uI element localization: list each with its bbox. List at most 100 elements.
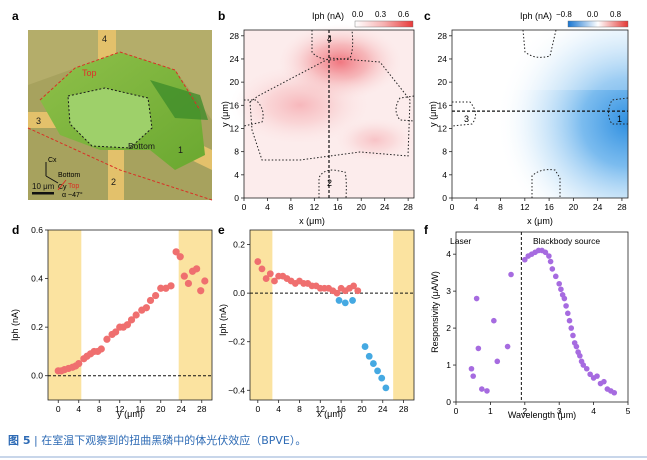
heatmap-b-ytick-label: 12 [230,123,240,133]
colorbar-c-tick-2: 0.8 [610,10,622,19]
plot-d-point [123,321,132,329]
plot-f-point [547,258,554,265]
plot-d-point [176,253,184,261]
heatmap-b-ytick-label: 24 [230,54,240,64]
plot-e-xtick-label: 8 [297,404,302,414]
plot-f-point [601,378,607,385]
plot-d: 0 4 8 12 16 20 24 28 0.0 0.2 0.4 0.6 [31,225,213,414]
plot-d-highlight-band [48,230,82,400]
plot-f-point [563,303,569,309]
plot-e-point [350,282,358,290]
flake-edge-dark [150,80,208,120]
label-axis-bottom: Bottom [58,172,80,179]
label-bottom: Bottom [128,141,155,151]
plot-e-point [341,299,349,307]
heatmap-b-ytick-label: 28 [230,31,240,41]
plot-f-point [587,371,593,378]
plot-f-point [570,332,576,339]
heatmap-c-xtick-label: 4 [474,202,479,212]
plot-d-ytick-label: 0.6 [31,225,43,235]
heatmap-b-label-4: 4 [327,34,332,44]
plot-e-ylabel: Iph (nA) [218,304,228,336]
plot-e-xtick-label: 0 [255,404,260,414]
plot-d-point [103,335,111,343]
heatmap-c-fade [452,30,628,90]
top-outline [39,51,201,111]
plot-d-xtick-label: 28 [197,404,207,414]
heatmap-c-xtick-label: 28 [617,202,627,212]
plot-f-point [470,373,477,379]
plot-d-point [157,284,165,292]
figure-caption: 图 5 | 在室温下观察到的扭曲黑磷中的体光伏效应（BPVE）。 [8,432,638,452]
panel-f-letter: f [424,223,429,237]
heatmap-b-ylabel: y (μm) [220,101,230,127]
plot-e-xtick-label: 16 [336,404,346,414]
plot-f-xtick-label: 4 [591,406,596,416]
plot-d-frame [47,229,213,401]
plot-f-point [479,386,485,392]
plot-d-xtick-label: 8 [97,404,102,414]
plot-f-point [473,295,480,302]
electrode-1-outline-b [395,95,415,122]
panel-e-letter: e [218,223,225,237]
plot-d-ylabel: Iph (nA) [10,309,20,341]
plot-f-ytick-label: 3 [446,286,451,296]
plot-f-point [561,295,568,302]
plot-f-point [611,389,618,396]
plot-f-point [508,271,514,278]
scale-bar-label: 10 μm [32,182,55,191]
plot-e-point [361,343,369,350]
heatmap-b-ytick-label: 4 [234,170,239,180]
plot-f-point [583,365,590,372]
heatmap-c-xtick-label: 8 [498,202,503,212]
plot-d-point [132,311,140,319]
plot-f-point [573,343,580,350]
plot-e-xtick-label: 20 [357,404,367,414]
caption-text: 在室温下观察到的扭曲黑磷中的体光伏效应（BPVE）。 [41,434,307,447]
plot-d-xtick-label: 24 [177,404,187,414]
plot-f-point [558,286,564,293]
plot-f-point [504,343,511,350]
heatmap-b-xtick-label: 24 [380,202,390,212]
label-angle: α ~47° [62,191,83,199]
plot-e-point [349,297,356,304]
plot-f-xtick-label: 5 [626,406,631,416]
heatmap-c-xtick-label: 24 [593,202,603,212]
heatmap-c-blue [452,30,628,198]
plot-e-ytick-label: −0.4 [228,385,245,395]
heatmap-c-xlabel: x (μm) [527,216,553,226]
colorbar-b-tick-1: 0.3 [375,10,387,19]
plot-f-point [484,388,490,394]
panel-e: e 0 4 8 12 16 20 24 28 0.2 0.0 −0.2 −0.4 x (μm) Iph… [218,223,415,419]
electrode-2 [108,145,124,200]
plot-e-xtick-label: 12 [316,404,326,414]
plot-e-ytick-label: −0.2 [228,337,245,347]
heatmap-c-label-3: 3 [464,114,469,124]
heatmap-c-axes: 0 4 8 12 16 20 24 28 0 4 8 12 16 20 24 28 [438,29,629,212]
plot-e-point [382,384,390,392]
plot-f-ytick-label: 4 [446,249,451,259]
plot-f-region-blackbody: Blackbody source [533,236,600,246]
plot-e-point [365,352,373,360]
plot-f-point [475,345,482,352]
plot-d-ytick-label: 0.4 [31,274,43,284]
heatmap-b-ytick-label: 20 [230,77,240,87]
plot-e-ytick-label: 0.0 [233,288,245,298]
plot-f: 0 1 2 3 4 5 0 1 2 3 4 [446,231,631,416]
plot-f-point [494,358,501,365]
heatmap-b-xtick-label: 8 [289,202,294,212]
plot-f-point [577,353,583,359]
plot-f-point [468,365,475,372]
plot-d-xtick-label: 12 [115,404,125,414]
plot-e: 0 4 8 12 16 20 24 28 0.2 0.0 −0.2 −0.4 [228,229,415,414]
plot-d-point [152,291,160,300]
plot-d-xtick-label: 4 [76,404,81,414]
colorbar-c-label: Iph (nA) [520,11,552,21]
plot-f-frame [455,231,629,403]
heatmap-c-ytick-label: 12 [438,123,448,133]
panel-d: d 0 4 8 12 16 20 24 28 0.0 0.2 0.4 0.6 y (μm) Iph (… [10,223,213,419]
plot-d-xtick-label: 16 [136,404,146,414]
plot-d-ytick-label: 0.2 [31,322,43,332]
heatmap-c-xtick-label: 20 [569,202,579,212]
panel-b: b 0 4 8 12 16 20 24 28 0 4 8 12 16 20 24 28 4 2 Iph (nA… [218,9,415,226]
